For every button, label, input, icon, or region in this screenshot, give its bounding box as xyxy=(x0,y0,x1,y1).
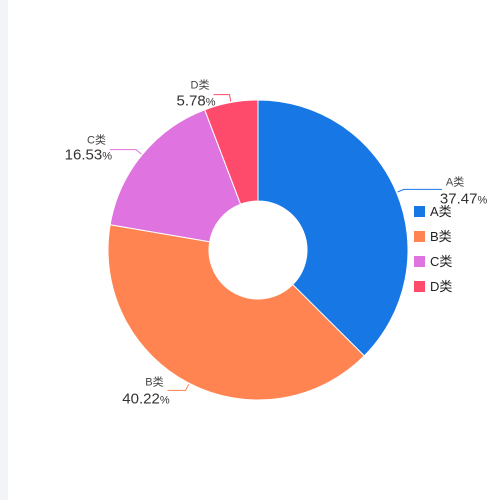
leader-line-c xyxy=(110,149,142,155)
legend-item-c[interactable]: C类 xyxy=(414,254,452,269)
legend-item-b[interactable]: B类 xyxy=(414,229,452,244)
legend-label-b: B类 xyxy=(430,229,452,244)
legend-swatch-d xyxy=(414,281,425,292)
pie-slice-a[interactable] xyxy=(257,99,409,357)
slice-label-value-c: 16.53% xyxy=(65,147,113,164)
legend-swatch-a xyxy=(414,206,425,217)
legend-item-d[interactable]: D类 xyxy=(414,279,452,294)
pie-slice-b[interactable] xyxy=(107,224,365,401)
legend-label-a: A类 xyxy=(430,204,452,219)
leader-line-d xyxy=(213,94,232,102)
legend-label-c: C类 xyxy=(430,254,452,269)
left-rail xyxy=(0,0,8,500)
slice-label-value-d: 5.78% xyxy=(177,93,216,110)
slice-label-name-b: B类 xyxy=(145,374,163,388)
leader-line-a xyxy=(397,188,442,193)
slice-label-value-b: 40.22% xyxy=(122,390,170,407)
leader-line-b xyxy=(167,383,190,391)
legend-item-a[interactable]: A类 xyxy=(414,204,452,219)
slice-label-name-c: C类 xyxy=(87,133,106,147)
legend[interactable]: A类 B类 C类 D类 xyxy=(414,204,452,294)
slice-label-name-d: D类 xyxy=(191,78,210,92)
slices-layer xyxy=(107,99,409,401)
legend-swatch-b xyxy=(414,231,425,242)
legend-swatch-c xyxy=(414,256,425,267)
pie-slice-d[interactable] xyxy=(204,99,259,205)
pie-slice-c[interactable] xyxy=(109,109,242,243)
slice-label-name-a: A类 xyxy=(446,174,464,188)
legend-label-d: D类 xyxy=(430,279,452,294)
slice-label-value-a: 37.47% xyxy=(440,190,488,207)
